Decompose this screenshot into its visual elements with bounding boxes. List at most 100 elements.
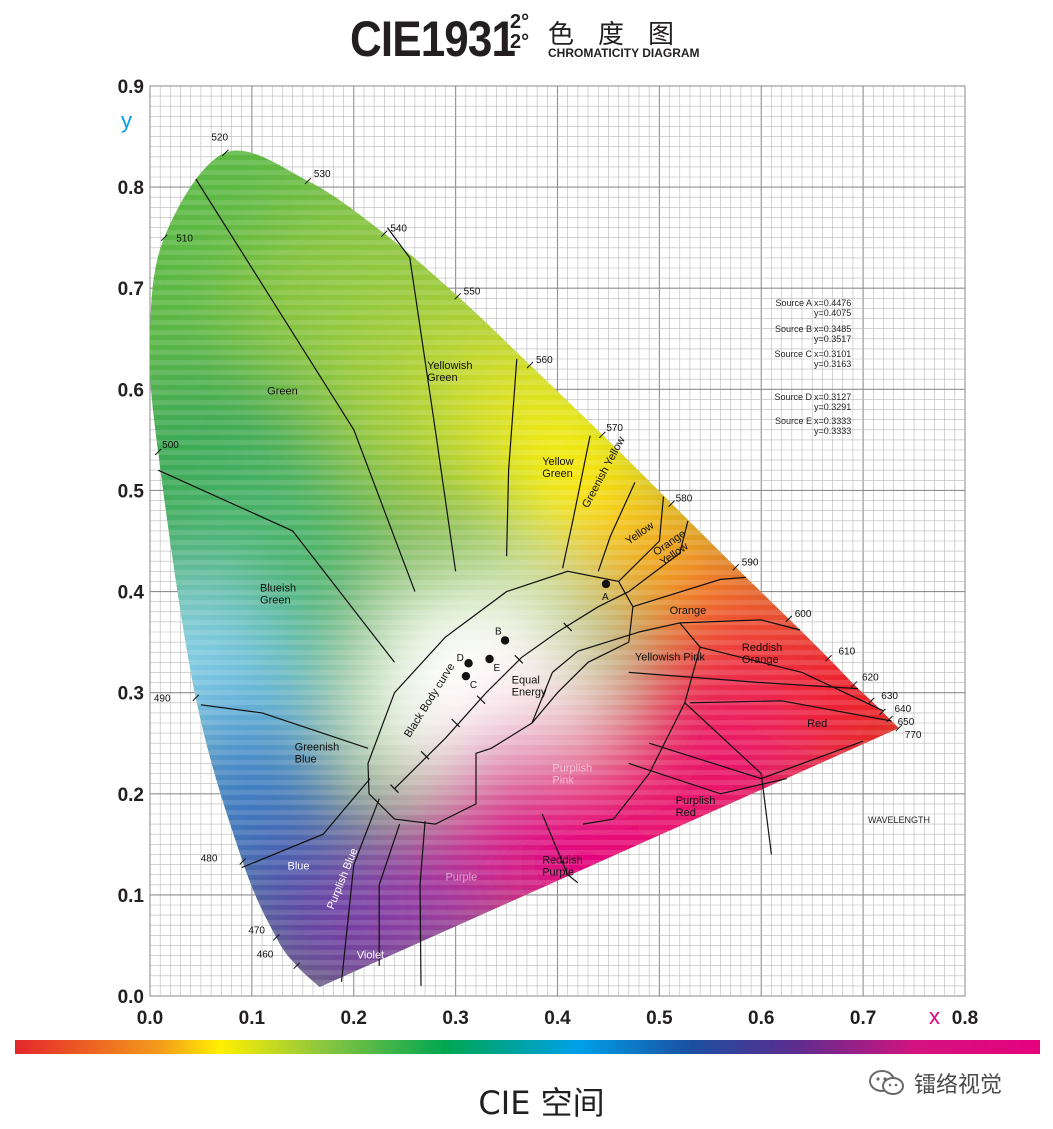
- wavelength-label: 530: [314, 169, 331, 180]
- wavelength-label: 770: [905, 730, 922, 741]
- white-point-b: [500, 636, 510, 645]
- region-label-line: Green: [260, 595, 291, 607]
- region-label: Purple: [445, 872, 477, 884]
- white-point-label: C: [470, 680, 477, 691]
- axes: 0.0 0.1 0.2 0.3 0.4 0.5 0.6 0.7 0.8 0.0 0.1 0.2 0.3 0…: [118, 77, 979, 1029]
- hue-boundary: [679, 619, 801, 631]
- y-axis-label: y: [121, 108, 132, 133]
- x-tick-label: 0.2: [341, 1008, 367, 1029]
- x-axis-label: x: [929, 1004, 940, 1029]
- wavelength-tick: [785, 615, 793, 623]
- region-label: Yellow Green: [542, 456, 573, 480]
- white-point-c: [461, 671, 471, 681]
- y-tick-label: 0.6: [118, 380, 144, 401]
- wavelength-tick: [272, 934, 280, 941]
- region-label-line: Purplish: [676, 795, 716, 807]
- region-label: Green: [267, 385, 298, 397]
- hue-boundary: [684, 702, 772, 855]
- pink-inner-boundary: [531, 650, 579, 724]
- wavelength-tick: [454, 292, 462, 300]
- y-tick-label: 0.8: [118, 178, 144, 199]
- region-label-line: Yellow: [542, 456, 573, 468]
- region-label: Red: [807, 718, 827, 730]
- region-label-line: Energy: [512, 687, 547, 699]
- region-label-line: Green: [542, 468, 573, 480]
- x-tick-label: 0.6: [748, 1008, 774, 1029]
- region-label: Blueish Green: [260, 583, 296, 607]
- wavelength-label: 490: [154, 694, 171, 705]
- wavelength-tick: [380, 230, 388, 237]
- wavelength-tick: [668, 500, 675, 507]
- y-tick-label: 0.5: [118, 481, 145, 502]
- wavelength-label: 510: [176, 234, 193, 245]
- region-label: Greenish Blue: [295, 741, 340, 765]
- wavelength-label: 630: [881, 691, 898, 702]
- wavelength-annotation: WAVELENGTH: [868, 815, 930, 825]
- source-label: Source A: [775, 298, 812, 308]
- region-label: Violet: [357, 950, 384, 962]
- wavelength-labels: 460 470 480 490 500 510 520 530 540 550 560 570 580 5…: [154, 133, 922, 970]
- black-body-tick: [476, 695, 486, 705]
- source-label: Source D: [774, 392, 812, 402]
- white-point-d: [464, 659, 473, 668]
- black-body-tick: [451, 718, 461, 728]
- wavelength-label: 480: [201, 854, 218, 865]
- x-tick-label: 0.5: [646, 1008, 673, 1029]
- black-body-curve: [394, 591, 630, 790]
- wavelength-label: 540: [390, 224, 407, 235]
- region-label: Blue: [288, 861, 310, 873]
- wavelength-label: 610: [838, 646, 855, 657]
- y-tick-label: 0.0: [118, 987, 144, 1008]
- region-label-line: Equal: [512, 675, 540, 687]
- white-point-label: A: [602, 592, 609, 603]
- wavelength-tick: [850, 681, 858, 688]
- hue-boundary: [699, 646, 884, 712]
- wavelength-label: 590: [742, 557, 759, 568]
- watermark-text: 镭络视觉: [914, 1073, 1003, 1098]
- hue-boundary: [618, 496, 665, 582]
- wavelength-tick: [598, 431, 606, 439]
- hue-boundary: [689, 700, 892, 722]
- white-point-e: [485, 654, 494, 664]
- y-tick-label: 0.4: [118, 583, 145, 604]
- wavelength-label: 560: [536, 355, 553, 366]
- hue-boundary: [386, 227, 457, 572]
- y-tick-label: 0.3: [118, 684, 144, 705]
- source-x-value: x=0.4476: [814, 298, 851, 308]
- wavelength-tick: [192, 694, 200, 702]
- region-label-line: Purple: [542, 867, 574, 879]
- hue-boundary: [378, 823, 401, 966]
- wavelength-tick: [895, 724, 903, 732]
- wavelength-label: 550: [464, 286, 481, 297]
- source-y-value: y=0.3517: [814, 334, 851, 344]
- hue-boundary: [628, 762, 787, 795]
- hue-boundary: [419, 821, 426, 986]
- source-y-value: y=0.3291: [814, 402, 851, 412]
- wavelength-tick: [825, 654, 832, 662]
- region-label-line: Yellowish: [427, 360, 472, 372]
- hue-boundary: [632, 576, 747, 608]
- y-tick-label: 0.2: [118, 785, 144, 806]
- hue-boundary: [562, 435, 591, 569]
- region-label: Reddish Orange: [742, 642, 782, 666]
- white-region-boundary: [367, 570, 634, 825]
- white-point-label: B: [495, 626, 502, 637]
- wavelength-tick: [304, 177, 312, 185]
- chat-bubble-icon: [869, 1070, 904, 1095]
- x-tick-label: 0.4: [544, 1008, 571, 1029]
- black-body-tick: [563, 622, 573, 632]
- wavelength-label: 520: [211, 133, 228, 144]
- title-english: CHROMATICITY DIAGRAM: [548, 46, 700, 60]
- wavelength-tick: [222, 149, 229, 157]
- region-label-line: Pink: [552, 775, 574, 787]
- chart-title: CIE1931 2° 2° 色度图 CHROMATICITY DIAGRAM: [350, 8, 750, 67]
- white-point-label: E: [494, 663, 501, 674]
- black-body-tick: [514, 654, 524, 664]
- black-body-tick: [390, 784, 399, 794]
- black-body-tick: [420, 750, 430, 760]
- wavelength-label: 470: [248, 925, 265, 936]
- region-label: Reddish Purple: [542, 855, 582, 879]
- wavelength-tick: [154, 448, 162, 456]
- hue-boundary: [157, 469, 395, 663]
